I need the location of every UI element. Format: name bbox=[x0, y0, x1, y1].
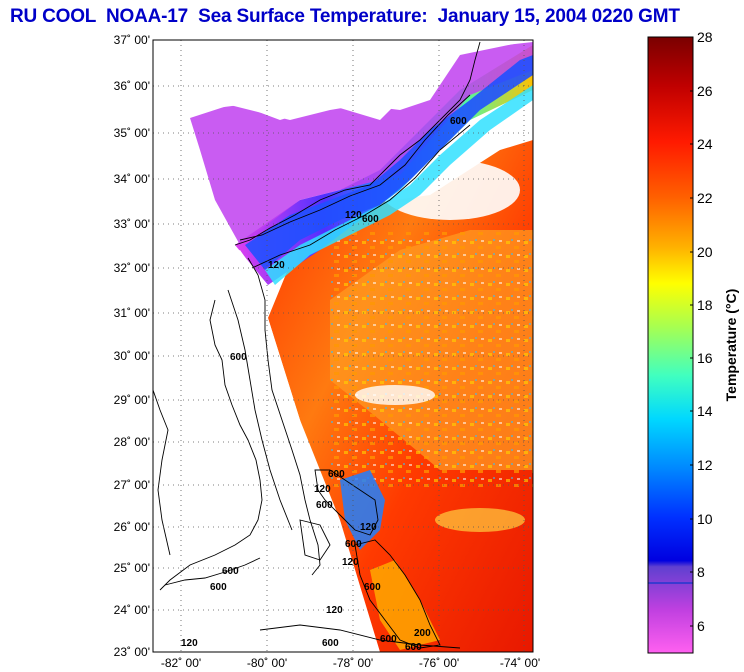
colorbar-divider bbox=[648, 582, 693, 584]
contour-120 bbox=[239, 94, 471, 241]
contour-label: 600 bbox=[364, 582, 381, 593]
cuba-outline bbox=[259, 624, 461, 649]
colorbar-label: 28 bbox=[697, 29, 713, 45]
lon-label: -80˚ 00' bbox=[247, 656, 287, 670]
contour-600 bbox=[251, 124, 471, 269]
warm-patch bbox=[435, 508, 525, 532]
colorbar-title: Temperature (°C) bbox=[723, 289, 739, 402]
latitude-labels: 37˚ 00' 36˚ 00' 35˚ 00' 34˚ 00' 33˚ 00' … bbox=[114, 33, 150, 659]
colorbar-ticks bbox=[690, 90, 693, 627]
cyan-shelf-band bbox=[265, 85, 533, 285]
bahamas-outline bbox=[299, 519, 331, 561]
lat-label: 33˚ 00' bbox=[114, 217, 150, 231]
lat-label: 32˚ 00' bbox=[114, 261, 150, 275]
contour-labels: 120 600 600 120 600 600 600 600 120 600 … bbox=[181, 116, 467, 653]
lat-label: 37˚ 00' bbox=[114, 33, 150, 47]
lat-label: 36˚ 00' bbox=[114, 79, 150, 93]
colorbar-label: 22 bbox=[697, 190, 713, 206]
graticule bbox=[153, 40, 533, 652]
colorbar-label: 20 bbox=[697, 244, 713, 260]
florida-east-coast bbox=[247, 257, 321, 576]
colorbar-label: 6 bbox=[697, 618, 705, 634]
lat-label: 31˚ 00' bbox=[114, 306, 150, 320]
lat-label: 28˚ 00' bbox=[114, 435, 150, 449]
contour-label: 120 bbox=[326, 605, 343, 616]
gulf-coast bbox=[153, 389, 171, 556]
lat-label: 26˚ 00' bbox=[114, 520, 150, 534]
colorbar-frame bbox=[647, 36, 694, 654]
contour-label: 200 bbox=[414, 628, 431, 639]
nc-shelf-water bbox=[190, 40, 533, 245]
contour-label: 600 bbox=[222, 566, 239, 577]
bahamas-outline bbox=[354, 539, 441, 649]
map-title: RU COOL NOAA-17 Sea Surface Temperature:… bbox=[10, 6, 680, 27]
colorbar-label: 12 bbox=[697, 457, 713, 473]
colorbar-label: 10 bbox=[697, 511, 713, 527]
colorbar-label: 8 bbox=[697, 564, 705, 580]
contour-label: 600 bbox=[450, 116, 467, 127]
colorbar-label: 26 bbox=[697, 83, 713, 99]
bahamas-bank-water bbox=[370, 560, 440, 650]
contour-label: 120 bbox=[345, 210, 362, 221]
keys-outline bbox=[164, 557, 261, 586]
contour-label: 120 bbox=[181, 638, 198, 649]
lon-label: -82˚ 00' bbox=[161, 656, 201, 670]
colorbar-label: 24 bbox=[697, 136, 713, 152]
map-frame bbox=[152, 39, 534, 653]
cloud-speckle bbox=[330, 230, 533, 490]
lat-label: 24˚ 00' bbox=[114, 603, 150, 617]
bahamas-bank-water bbox=[340, 470, 385, 550]
lon-label: -74˚ 00' bbox=[500, 656, 540, 670]
lat-label: 25˚ 00' bbox=[114, 561, 150, 575]
colorbar-label: 18 bbox=[697, 297, 713, 313]
contour-label: 600 bbox=[210, 582, 227, 593]
bahamas-outline bbox=[314, 469, 379, 536]
cloud-gap bbox=[355, 385, 435, 405]
land-mask bbox=[153, 40, 533, 120]
contour-label: 600 bbox=[328, 469, 345, 480]
lat-label: 29˚ 00' bbox=[114, 393, 150, 407]
lat-label: 35˚ 00' bbox=[114, 126, 150, 140]
contour-label: 600 bbox=[362, 214, 379, 225]
lat-label: 23˚ 00' bbox=[114, 645, 150, 659]
contour-label: 600 bbox=[380, 634, 397, 645]
colorbar-labels: 28 26 24 22 20 18 16 14 12 10 8 6 bbox=[697, 29, 713, 634]
colorbar bbox=[648, 37, 693, 653]
contour-label: 120 bbox=[268, 260, 285, 271]
lat-label: 27˚ 00' bbox=[114, 478, 150, 492]
contour-label: 120 bbox=[314, 484, 331, 495]
lon-label: -78˚ 00' bbox=[333, 656, 373, 670]
florida-land bbox=[153, 250, 340, 620]
contour-600-fl bbox=[227, 289, 293, 531]
colorbar-label: 16 bbox=[697, 350, 713, 366]
contour-label: 600 bbox=[316, 500, 333, 511]
contour-label: 120 bbox=[342, 557, 359, 568]
contour-label: 600 bbox=[322, 638, 339, 649]
lat-label: 30˚ 00' bbox=[114, 349, 150, 363]
contour-label: 600 bbox=[230, 352, 247, 363]
florida-west-coast bbox=[159, 299, 263, 591]
lat-label: 34˚ 00' bbox=[114, 172, 150, 186]
colorbar-label: 14 bbox=[697, 403, 713, 419]
longitude-labels: -82˚ 00' -80˚ 00' -78˚ 00' -76˚ 00' -74˚… bbox=[161, 656, 540, 670]
contour-label: 600 bbox=[345, 539, 362, 550]
contour-label: 600 bbox=[405, 642, 422, 653]
lon-label: -76˚ 00' bbox=[419, 656, 459, 670]
blue-shelf-band bbox=[245, 55, 533, 270]
contour-label: 120 bbox=[360, 522, 377, 533]
